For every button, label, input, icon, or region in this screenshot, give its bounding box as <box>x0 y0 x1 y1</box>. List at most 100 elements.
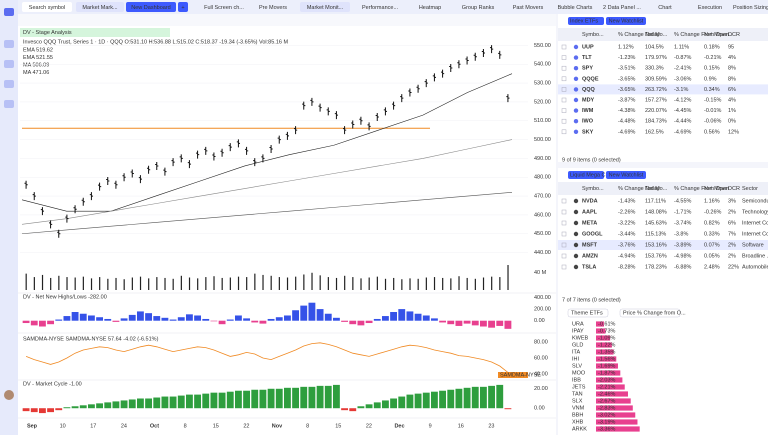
histogram-bar <box>398 309 406 321</box>
theme-symbol: URA <box>572 321 584 327</box>
y-tick-label: 520.00 <box>534 99 551 105</box>
list-select[interactable] <box>568 17 604 25</box>
row-checkbox[interactable] <box>561 87 567 92</box>
tab-label[interactable]: Execution <box>698 5 722 11</box>
column-header[interactable]: DCR <box>728 186 740 192</box>
price-bar <box>334 111 339 120</box>
histogram-bar <box>87 404 95 409</box>
cell: -0.15% <box>704 97 722 103</box>
price-bar <box>97 182 102 191</box>
cell: -3.8% <box>674 231 688 237</box>
indicator-label: EMA 521.55 <box>23 55 53 61</box>
column-header[interactable]: % Change Today <box>618 32 660 38</box>
tab-label[interactable]: New Dashboard <box>131 5 170 11</box>
x-tick-label: 8 <box>184 423 187 429</box>
sidebar-icon[interactable] <box>4 40 14 48</box>
tab-label[interactable]: Group Ranks <box>462 5 495 11</box>
row-checkbox[interactable] <box>561 108 567 113</box>
histogram-bar <box>479 386 487 409</box>
column-header[interactable]: % Change From Open <box>674 32 729 38</box>
tab-label[interactable]: Market Monit... <box>307 5 344 11</box>
row-checkbox[interactable] <box>561 242 567 248</box>
histogram-bar <box>373 318 381 321</box>
column-header[interactable]: DCR <box>728 32 740 38</box>
avatar[interactable] <box>4 390 14 400</box>
theme-value-label: -3.19% <box>598 419 616 425</box>
row-checkbox[interactable] <box>561 264 567 270</box>
row-checkbox[interactable] <box>561 198 567 204</box>
column-header[interactable]: Symbo... <box>582 186 604 192</box>
column-header[interactable]: Net Mo... <box>645 186 668 192</box>
tab[interactable] <box>76 2 124 12</box>
tab-label[interactable]: + <box>181 5 184 11</box>
price-bar <box>212 152 216 161</box>
tab-label[interactable]: Past Movers <box>513 5 544 11</box>
pane-title: DV - Market Cycle -1.00 <box>23 381 82 387</box>
y-tick-label: 490.00 <box>534 156 551 162</box>
tab-label[interactable]: Market Mark... <box>82 5 118 11</box>
new-watchlist-button[interactable] <box>606 17 646 25</box>
column-header[interactable]: % Change Today <box>618 186 660 192</box>
top-bar <box>18 0 768 14</box>
histogram-bar <box>455 388 463 409</box>
tab-label[interactable]: Bubble Charts <box>558 5 593 11</box>
tab[interactable] <box>178 2 188 12</box>
tab[interactable] <box>22 2 72 12</box>
cell: -6.88% <box>674 264 692 270</box>
tab-label[interactable]: Search symbol <box>29 5 65 11</box>
row-checkbox[interactable] <box>561 118 567 124</box>
study-title: DV - Stage Analysis <box>23 30 72 36</box>
row-checkbox[interactable] <box>561 65 567 71</box>
histogram-bar <box>104 318 112 321</box>
tab-label[interactable]: 2 Data Panel ... <box>603 5 641 11</box>
row-checkbox[interactable] <box>561 97 567 103</box>
metric-name[interactable]: Price % Change from O... <box>623 310 686 316</box>
column-header[interactable]: Net Move... <box>704 32 733 38</box>
tab-label[interactable]: Pre Movers <box>259 5 287 11</box>
column-header[interactable]: Net Mo... <box>645 32 668 38</box>
column-header[interactable]: Symbo... <box>582 32 604 38</box>
theme-value-label: -2.46% <box>598 391 616 397</box>
list-name[interactable]: Theme ETFs <box>571 310 603 316</box>
price-bar <box>24 180 28 189</box>
row-checkbox[interactable] <box>561 55 567 60</box>
row-checkbox[interactable] <box>561 220 567 226</box>
list-name[interactable]: Liquid Mega C... <box>570 172 611 178</box>
new-watchlist-label[interactable]: New Watchlist <box>609 18 644 24</box>
sidebar-icon[interactable] <box>4 60 14 68</box>
theme-symbol: IPAY <box>572 328 584 334</box>
tab-label[interactable]: Chart <box>658 5 672 11</box>
row-checkbox[interactable] <box>561 76 567 82</box>
list-select[interactable] <box>567 308 609 318</box>
cell: Internet Con... <box>742 231 768 237</box>
row-checkbox[interactable] <box>561 129 567 135</box>
row-checkbox[interactable] <box>561 44 567 50</box>
tab-label[interactable]: Full Screen ch... <box>204 5 244 11</box>
new-watchlist-button[interactable] <box>606 171 646 179</box>
histogram-bar <box>243 318 251 321</box>
column-header[interactable]: Net Move <box>704 186 728 192</box>
column-header[interactable]: % Change From Open <box>674 186 729 192</box>
indicator-label: MA 471.06 <box>23 70 49 76</box>
row-checkbox[interactable] <box>561 253 567 259</box>
row-checkbox[interactable] <box>561 231 567 237</box>
cell: 157.27% <box>645 97 667 103</box>
metric-select[interactable] <box>619 308 681 318</box>
row-checkbox[interactable] <box>561 209 567 215</box>
sidebar-icon[interactable] <box>4 8 14 16</box>
new-watchlist-label[interactable]: New Watchlist <box>609 172 644 178</box>
volume-bar <box>409 278 411 290</box>
tab-label[interactable]: Heatmap <box>419 5 441 11</box>
tab-label[interactable]: Performance... <box>362 5 399 11</box>
tab[interactable] <box>300 2 350 12</box>
tab[interactable] <box>126 2 176 12</box>
column-header[interactable]: Sector <box>742 186 758 192</box>
list-name[interactable]: Index ETFs <box>570 18 598 24</box>
list-select[interactable] <box>568 171 604 179</box>
volume-bar <box>66 277 68 290</box>
sidebar-icon[interactable] <box>4 100 14 108</box>
cell: -0.01% <box>704 108 722 114</box>
sidebar-icon[interactable] <box>4 80 14 88</box>
tab-label[interactable]: Position Sizing <box>733 5 768 11</box>
price-bar <box>351 120 355 129</box>
